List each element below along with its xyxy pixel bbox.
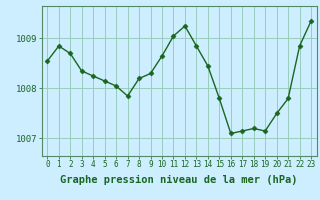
X-axis label: Graphe pression niveau de la mer (hPa): Graphe pression niveau de la mer (hPa) (60, 175, 298, 185)
